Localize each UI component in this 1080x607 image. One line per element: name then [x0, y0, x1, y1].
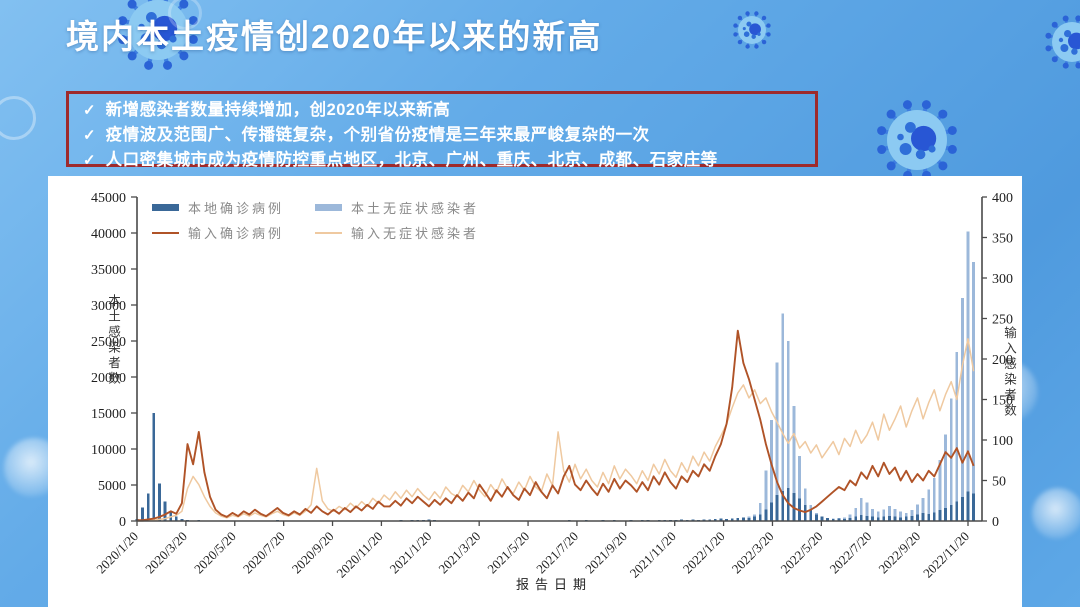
virus-icon [1045, 15, 1080, 69]
svg-text:2022/1/20: 2022/1/20 [680, 529, 728, 577]
y-left-axis-title: 本土感染者数 [106, 294, 120, 387]
check-icon: ✓ [83, 102, 96, 119]
svg-text:2020/9/20: 2020/9/20 [289, 529, 337, 577]
virus-icon [733, 11, 771, 49]
svg-text:10000: 10000 [91, 443, 126, 458]
svg-text:2020/11/20: 2020/11/20 [333, 529, 385, 581]
bullet-item: ✓ 新增感染者数量持续增加，创2020年以来新高 [83, 98, 803, 123]
bullet-text: 疫情波及范围广、传播链复杂，个别省份疫情是三年来最严峻复杂的一次 [105, 126, 650, 144]
x-axis-title: 报告日期 [516, 577, 593, 592]
legend-label: 本地确诊病例 [188, 201, 285, 216]
svg-text:2022/9/20: 2022/9/20 [875, 529, 923, 577]
virus-icon [877, 100, 957, 180]
svg-text:30000: 30000 [91, 299, 126, 314]
svg-text:350: 350 [992, 232, 1013, 247]
svg-text:0: 0 [992, 515, 999, 530]
svg-text:45000: 45000 [91, 191, 126, 206]
legend-label: 输入无症状感染者 [351, 226, 480, 241]
bullet-item: ✓ 疫情波及范围广、传播链复杂，个别省份疫情是三年来最严峻复杂的一次 [83, 123, 803, 148]
legend-item: 输入确诊病例 [152, 223, 284, 242]
svg-text:25000: 25000 [91, 335, 126, 350]
svg-text:100: 100 [992, 434, 1013, 449]
svg-text:20000: 20000 [91, 371, 126, 386]
check-icon: ✓ [83, 127, 96, 144]
legend-bar-swatch-icon [315, 204, 342, 211]
legend-item: 本地确诊病例 [152, 198, 284, 217]
svg-text:2021/1/20: 2021/1/20 [387, 529, 435, 577]
svg-text:2021/3/20: 2021/3/20 [435, 529, 483, 577]
svg-text:2022/11/20: 2022/11/20 [920, 529, 972, 581]
key-points-box: ✓ 新增感染者数量持续增加，创2020年以来新高 ✓ 疫情波及范围广、传播链复杂… [66, 91, 818, 169]
svg-text:5000: 5000 [98, 479, 126, 494]
bullet-text: 新增感染者数量持续增加，创2020年以来新高 [105, 101, 451, 119]
svg-text:2020/3/20: 2020/3/20 [142, 529, 190, 577]
legend-line-swatch-icon [152, 231, 179, 234]
legend-label: 本土无症状感染者 [351, 201, 480, 216]
bubble-icon [1032, 488, 1080, 540]
legend-label: 输入确诊病例 [188, 226, 285, 241]
legend-line-swatch-icon [315, 231, 342, 234]
svg-text:35000: 35000 [91, 263, 126, 278]
y-right-axis-title: 输入感染者数 [1002, 326, 1016, 419]
svg-text:300: 300 [992, 272, 1013, 287]
svg-text:2021/9/20: 2021/9/20 [582, 529, 630, 577]
bubble-icon [0, 96, 36, 140]
svg-text:40000: 40000 [91, 227, 126, 242]
svg-text:15000: 15000 [91, 407, 126, 422]
check-icon: ✓ [83, 152, 96, 169]
svg-text:50: 50 [992, 475, 1006, 490]
slide-title: 境内本土疫情创2020年以来的新高 [66, 18, 603, 55]
svg-text:2022/7/20: 2022/7/20 [826, 529, 874, 577]
legend-item: 输入无症状感染者 [315, 223, 479, 242]
epidemic-chart: 0 5000 10000 15000 20000 25000 30000 35000 40000… [91, 191, 1013, 581]
svg-text:250: 250 [992, 313, 1013, 328]
svg-text:2020/7/20: 2020/7/20 [240, 529, 288, 577]
svg-text:2020/1/20: 2020/1/20 [93, 529, 141, 577]
svg-text:2021/5/20: 2021/5/20 [484, 529, 532, 577]
svg-text:400: 400 [992, 191, 1013, 206]
svg-text:2021/11/20: 2021/11/20 [627, 529, 679, 581]
svg-text:2021/7/20: 2021/7/20 [533, 529, 581, 577]
svg-text:2022/3/20: 2022/3/20 [729, 529, 777, 577]
bullet-text: 人口密集城市成为疫情防控重点地区，北京、广州、重庆、北京、成都、石家庄等 [105, 151, 718, 169]
svg-text:2022/5/20: 2022/5/20 [778, 529, 826, 577]
legend-bar-swatch-icon [152, 204, 179, 211]
svg-text:2020/5/20: 2020/5/20 [191, 529, 239, 577]
svg-text:0: 0 [119, 515, 126, 530]
legend-item: 本土无症状感染者 [315, 198, 479, 217]
bullet-item: ✓ 人口密集城市成为疫情防控重点地区，北京、广州、重庆、北京、成都、石家庄等 [83, 148, 803, 173]
chart-panel: 0 5000 10000 15000 20000 25000 30000 35000 40000… [48, 176, 1022, 607]
